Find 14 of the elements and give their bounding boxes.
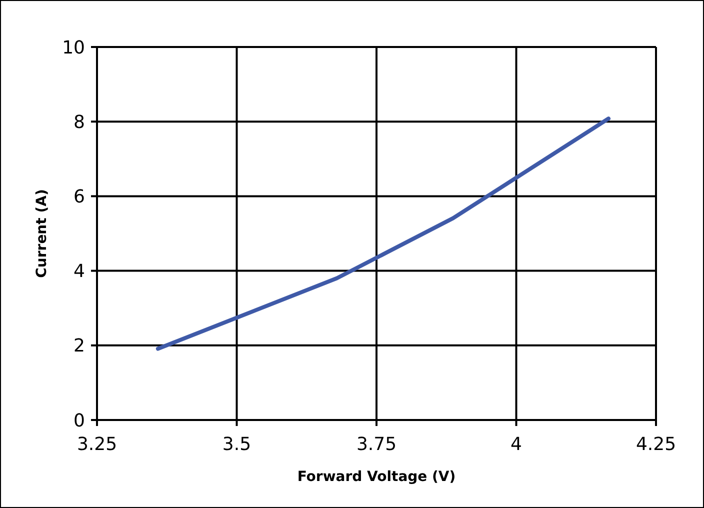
x-tick-label: 3.25 (76, 434, 118, 455)
y-tick-label: 10 (62, 37, 85, 58)
y-axis-title: Current (A) (34, 189, 50, 278)
y-tick-label: 8 (74, 112, 85, 133)
y-tick-label: 4 (74, 261, 85, 282)
x-axis-title: Forward Voltage (V) (297, 469, 456, 485)
x-tick-label: 3.75 (356, 434, 397, 455)
y-tick-label: 2 (74, 336, 85, 357)
x-tick-label: 4.25 (636, 434, 676, 455)
x-tick-label: 3.5 (222, 434, 252, 455)
line-series (156, 116, 610, 351)
x-tick-label: 4 (510, 434, 522, 455)
y-tick-label: 0 (74, 410, 85, 432)
y-tick-label: 6 (74, 186, 85, 208)
